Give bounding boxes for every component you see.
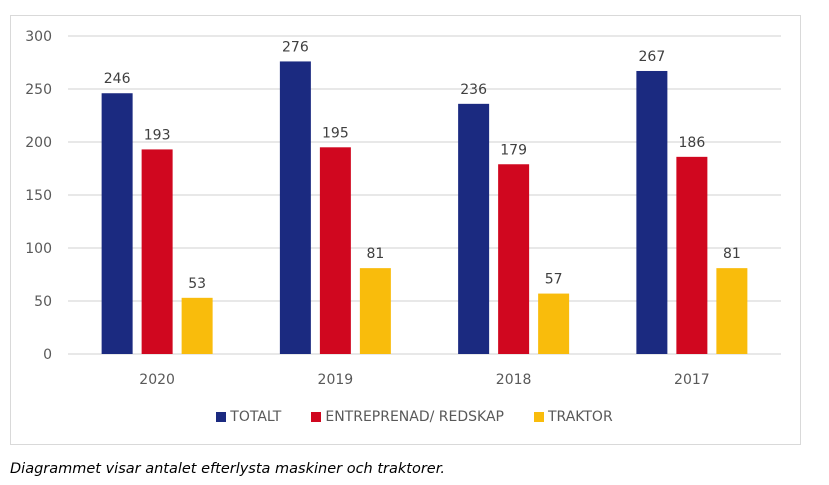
bar: [141, 149, 173, 354]
y-tick-label: 150: [25, 188, 52, 204]
y-tick-label: 300: [25, 29, 52, 45]
legend-swatch: [216, 412, 227, 422]
bar: [676, 156, 708, 354]
y-axis: 0 50 100 150 200 250 300: [25, 29, 52, 363]
legend-label: TRAKTOR: [548, 409, 613, 425]
y-tick-label: 0: [43, 347, 52, 363]
bar: [458, 103, 490, 354]
chart-caption: Diagrammet visar antalet efterlysta mask…: [10, 461, 445, 477]
legend-item: TOTALT: [216, 409, 281, 425]
bar: [181, 297, 213, 354]
bar: [279, 61, 311, 354]
data-label: 236: [460, 82, 487, 98]
bar: [359, 268, 391, 354]
data-label: 53: [188, 276, 206, 292]
data-label: 81: [723, 246, 741, 262]
data-label: 179: [500, 142, 527, 158]
x-tick-label: 2020: [139, 372, 175, 388]
data-label: 276: [282, 39, 309, 55]
x-tick-label: 2018: [496, 372, 532, 388]
data-label: 81: [366, 246, 384, 262]
gridlines: [68, 35, 781, 355]
bar: [101, 93, 133, 355]
bar: [538, 293, 570, 354]
data-label: 186: [679, 135, 706, 151]
y-tick-label: 100: [25, 241, 52, 257]
x-tick-label: 2019: [318, 372, 354, 388]
bar: [636, 70, 668, 354]
legend-swatch: [534, 412, 544, 422]
bar: [716, 268, 748, 354]
legend-label: ENTREPRENAD/ REDSKAP: [325, 409, 504, 425]
data-label: 193: [144, 127, 171, 143]
x-axis: 2020 2019 2018 2017: [139, 372, 709, 388]
bar-chart: 0 50 100 150 200 250 300 246 193 53 276 195 81 236 17…: [25, 29, 781, 388]
data-label: 246: [104, 71, 131, 87]
legend-swatch: [311, 412, 322, 422]
data-labels: 246 193 53 276 195 81 236 179 57 267 186 81: [104, 39, 741, 291]
legend: TOTALT ENTREPRENAD/ REDSKAP TRAKTOR: [0, 409, 829, 425]
bar: [498, 164, 530, 354]
bars: [101, 61, 748, 355]
y-tick-label: 50: [34, 294, 52, 310]
data-label: 267: [639, 49, 666, 65]
x-tick-label: 2017: [674, 372, 710, 388]
bar: [319, 147, 351, 354]
legend-label: TOTALT: [230, 409, 282, 425]
data-label: 195: [322, 125, 349, 141]
y-tick-label: 250: [25, 82, 52, 98]
legend-item: ENTREPRENAD/ REDSKAP: [311, 409, 504, 425]
y-tick-label: 200: [25, 135, 52, 151]
data-label: 57: [545, 272, 563, 288]
legend-item: TRAKTOR: [534, 409, 613, 425]
